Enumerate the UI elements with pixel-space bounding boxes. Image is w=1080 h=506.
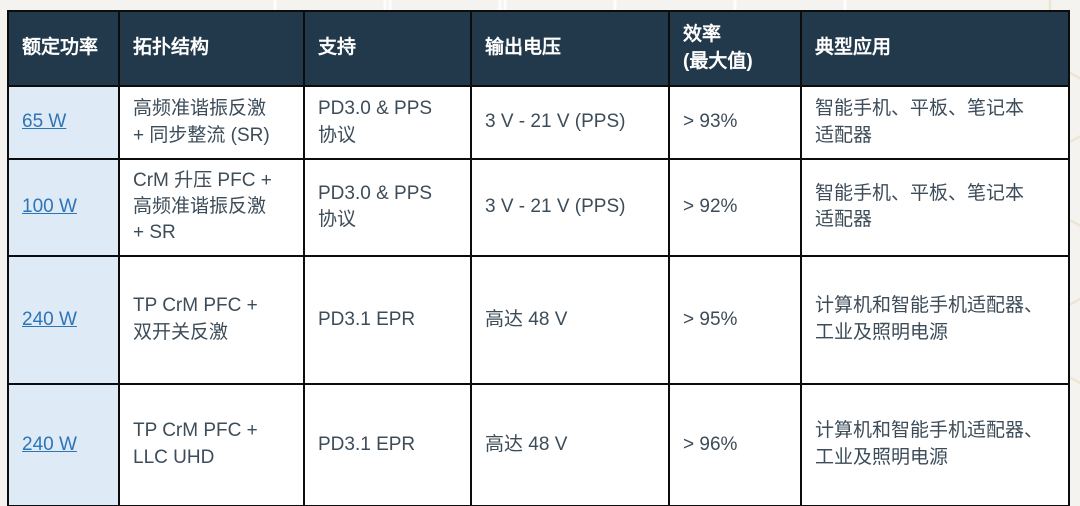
cell-applications: 计算机和智能手机适配器、 工业及照明电源 xyxy=(800,254,1070,385)
cell-rated-power: 240 W xyxy=(7,382,120,506)
table-row: 240 W TP CrM PFC + LLC UHD PD3.1 EPR 高达 … xyxy=(7,382,1070,506)
header-cell-support: 支持 xyxy=(303,10,472,87)
cell-output-voltage: 3 V - 21 V (PPS) xyxy=(470,85,670,160)
cell-rated-power: 100 W xyxy=(7,158,120,257)
cell-support: PD3.0 & PPS 协议 xyxy=(303,85,472,160)
cell-topology: TP CrM PFC + 双开关反激 xyxy=(118,254,305,385)
cell-applications: 计算机和智能手机适配器、 工业及照明电源 xyxy=(800,382,1070,506)
header-cell-topology: 拓扑结构 xyxy=(118,10,305,87)
cell-rated-power: 240 W xyxy=(7,254,120,385)
cell-applications: 智能手机、平板、笔记本 适配器 xyxy=(800,158,1070,257)
cell-efficiency: > 93% xyxy=(668,85,802,160)
cell-efficiency: > 92% xyxy=(668,158,802,257)
cell-topology: 高频准谐振反激 + 同步整流 (SR) xyxy=(118,85,305,160)
cell-topology: TP CrM PFC + LLC UHD xyxy=(118,382,305,506)
power-link-240w-llc[interactable]: 240 W xyxy=(22,433,77,455)
cell-output-voltage: 3 V - 21 V (PPS) xyxy=(470,158,670,257)
cell-applications: 智能手机、平板、笔记本 适配器 xyxy=(800,85,1070,160)
header-row: 额定功率 拓扑结构 支持 输出电压 效率 (最大值) 典型应用 xyxy=(7,10,1070,87)
cell-rated-power: 65 W xyxy=(7,85,120,160)
cell-output-voltage: 高达 48 V xyxy=(470,382,670,506)
header-cell-output-voltage: 输出电压 xyxy=(470,10,670,87)
header-cell-rated-power: 额定功率 xyxy=(7,10,120,87)
cell-support: PD3.0 & PPS 协议 xyxy=(303,158,472,257)
cell-support: PD3.1 EPR xyxy=(303,382,472,506)
table-row: 100 W CrM 升压 PFC + 高频准谐振反激 + SR PD3.0 & … xyxy=(7,158,1070,257)
cell-topology: CrM 升压 PFC + 高频准谐振反激 + SR xyxy=(118,158,305,257)
power-link-65w[interactable]: 65 W xyxy=(22,111,67,133)
header-cell-applications: 典型应用 xyxy=(800,10,1070,87)
power-link-240w-dsft[interactable]: 240 W xyxy=(22,308,77,330)
power-link-100w[interactable]: 100 W xyxy=(22,196,77,218)
power-spec-table: 额定功率 拓扑结构 支持 输出电压 效率 (最大值) 典型应用 65 W 高频准… xyxy=(7,10,1070,506)
table-row: 240 W TP CrM PFC + 双开关反激 PD3.1 EPR 高达 48… xyxy=(7,254,1070,385)
header-cell-efficiency: 效率 (最大值) xyxy=(668,10,802,87)
cell-efficiency: > 96% xyxy=(668,382,802,506)
cell-output-voltage: 高达 48 V xyxy=(470,254,670,385)
cell-support: PD3.1 EPR xyxy=(303,254,472,385)
table-row: 65 W 高频准谐振反激 + 同步整流 (SR) PD3.0 & PPS 协议 … xyxy=(7,85,1070,160)
cell-efficiency: > 95% xyxy=(668,254,802,385)
